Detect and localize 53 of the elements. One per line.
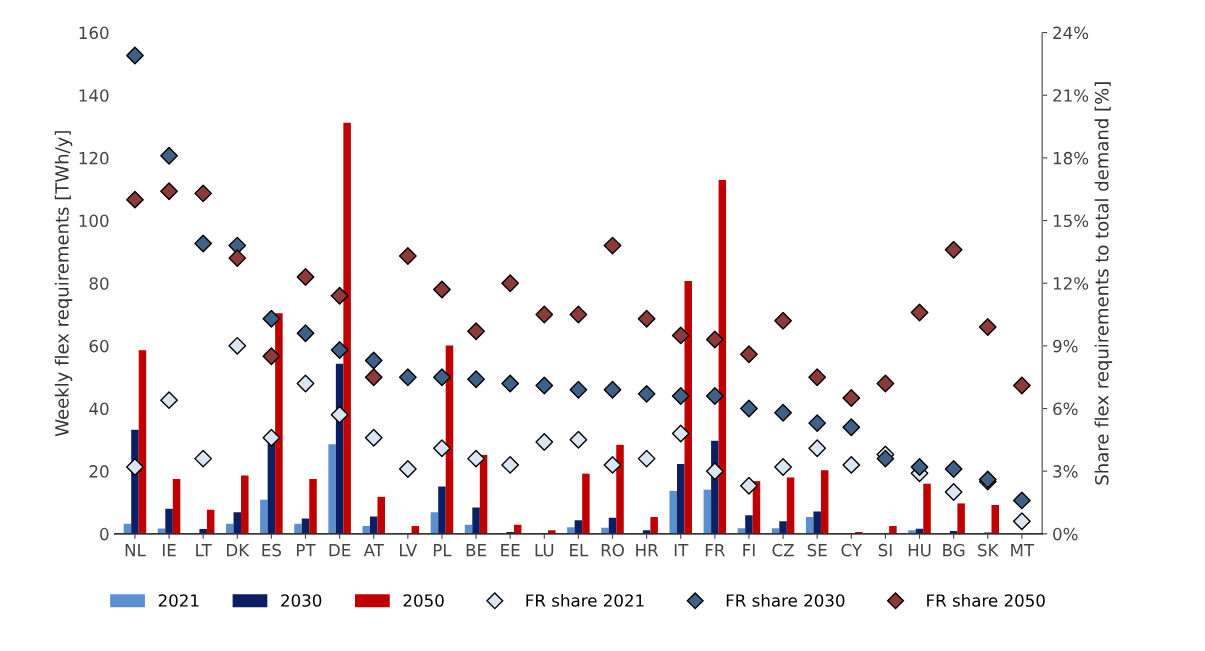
x-tick-label: FR xyxy=(705,544,725,557)
x-tick-label: SE xyxy=(807,543,827,557)
y-tick-label: 100 xyxy=(79,214,109,228)
legend-label: 2050 xyxy=(403,594,444,607)
y2-tick-label: 12% xyxy=(1053,277,1089,290)
x-tick-label: PL xyxy=(433,544,452,557)
legend-label: 2021 xyxy=(158,594,199,607)
y2-tick-label: 6% xyxy=(1053,402,1078,416)
legend-label: FR share 2050 xyxy=(927,593,1045,607)
y-axis-title: Weekly flex requirements [TWh/y] xyxy=(54,131,73,437)
x-tick-label: DK xyxy=(227,544,250,557)
y-tick-label: 140 xyxy=(79,89,109,102)
y-tick-label: 40 xyxy=(89,402,109,416)
x-tick-label: RO xyxy=(601,543,624,557)
y-tick-label: 0 xyxy=(100,527,109,541)
x-tick-label: BE xyxy=(466,544,486,557)
y2-tick-label: 3% xyxy=(1053,465,1078,478)
x-tick-label: DE xyxy=(329,544,351,557)
legend-label: FR share 2030 xyxy=(726,593,845,607)
x-tick-label: EL xyxy=(570,544,589,557)
legend-label: 2030 xyxy=(281,594,322,607)
legend-label: FR share 2021 xyxy=(526,593,644,607)
y-tick-label: 160 xyxy=(79,26,109,40)
x-tick-label: SK xyxy=(978,543,999,557)
x-tick-label: CZ xyxy=(772,543,794,557)
y2-tick-label: 21% xyxy=(1053,89,1089,102)
x-tick-label: LU xyxy=(535,544,554,557)
x-tick-label: AT xyxy=(363,544,384,557)
x-tick-label: MT xyxy=(1011,544,1035,557)
y2-tick-label: 18% xyxy=(1053,151,1089,165)
x-tick-label: LT xyxy=(196,544,212,557)
x-tick-label: HU xyxy=(908,544,931,557)
x-tick-label: HR xyxy=(636,544,659,557)
y-tick-label: 120 xyxy=(79,151,109,165)
x-tick-label: FI xyxy=(743,544,755,557)
x-tick-label: BG xyxy=(943,543,965,557)
y2-tick-label: 24% xyxy=(1053,26,1089,40)
x-tick-label: NL xyxy=(125,544,146,557)
x-tick-label: PT xyxy=(297,544,316,557)
y-tick-label: 80 xyxy=(89,277,109,290)
x-tick-label: ES xyxy=(262,543,282,557)
y2-tick-label: 15% xyxy=(1053,214,1089,228)
y2-tick-label: 9% xyxy=(1053,339,1078,353)
x-tick-label: SI xyxy=(878,543,892,557)
y-tick-label: 60 xyxy=(89,339,109,353)
x-tick-label: IE xyxy=(162,544,176,557)
x-tick-label: CY xyxy=(841,543,863,557)
x-tick-label: EE xyxy=(501,544,520,557)
x-tick-label: IT xyxy=(674,544,689,557)
y-tick-label: 20 xyxy=(89,465,109,478)
y2-axis-title: Share flex requirements to total demand [%] xyxy=(1094,82,1113,485)
x-tick-label: LV xyxy=(400,544,418,557)
y2-tick-label: 0% xyxy=(1053,527,1078,541)
